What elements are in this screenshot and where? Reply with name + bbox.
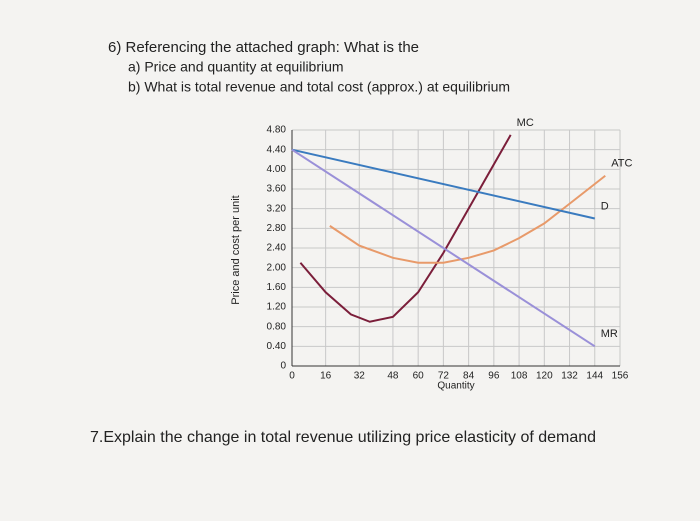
y-tick-label: 1.20 (267, 302, 287, 313)
y-tick-label: 4.80 (267, 125, 287, 136)
x-tick-label: 156 (612, 371, 629, 382)
y-tick-label: 0.40 (267, 341, 287, 352)
y-axis-label: Price and cost per unit (230, 195, 242, 304)
x-tick-label: 144 (586, 371, 603, 382)
series-line (299, 134, 512, 323)
x-tick-label: 16 (320, 371, 332, 382)
y-tick-label: 1.60 (267, 282, 287, 293)
y-tick-label: 2.00 (267, 262, 287, 273)
series-line (329, 174, 606, 264)
series-label: ATC (611, 158, 632, 170)
x-axis-label: Quantity (437, 381, 474, 392)
x-tick-label: 120 (536, 371, 553, 382)
question: b) What is total revenue and total cost … (128, 79, 510, 95)
x-tick-label: 132 (561, 371, 578, 382)
series-line (291, 148, 596, 348)
y-tick-label: 4.00 (267, 164, 287, 175)
series-label: D (601, 200, 609, 212)
question: a) Price and quantity at equilibrium (128, 59, 344, 75)
question: 6) Referencing the attached graph: What … (108, 39, 419, 56)
x-tick-label: 96 (488, 371, 500, 382)
x-tick-label: 60 (413, 371, 425, 382)
y-tick-label: 2.80 (267, 223, 287, 234)
x-tick-label: 32 (354, 371, 366, 382)
x-tick-label: 108 (511, 371, 528, 382)
y-tick-label: 4.40 (267, 144, 287, 155)
y-tick-label: 0 (280, 361, 286, 372)
x-tick-label: 48 (387, 371, 399, 382)
question: 7.Explain the change in total revenue ut… (90, 429, 596, 446)
x-tick-label: 0 (289, 371, 295, 382)
series-label: MR (601, 328, 618, 340)
x-tick-label: 72 (438, 371, 450, 382)
y-tick-label: 2.40 (267, 243, 287, 254)
series-label: MC (517, 117, 534, 129)
y-tick-label: 3.20 (267, 203, 287, 214)
x-tick-label: 84 (463, 371, 475, 382)
series-line (291, 148, 595, 220)
y-tick-label: 0.80 (267, 321, 287, 332)
y-tick-label: 3.60 (267, 184, 287, 195)
